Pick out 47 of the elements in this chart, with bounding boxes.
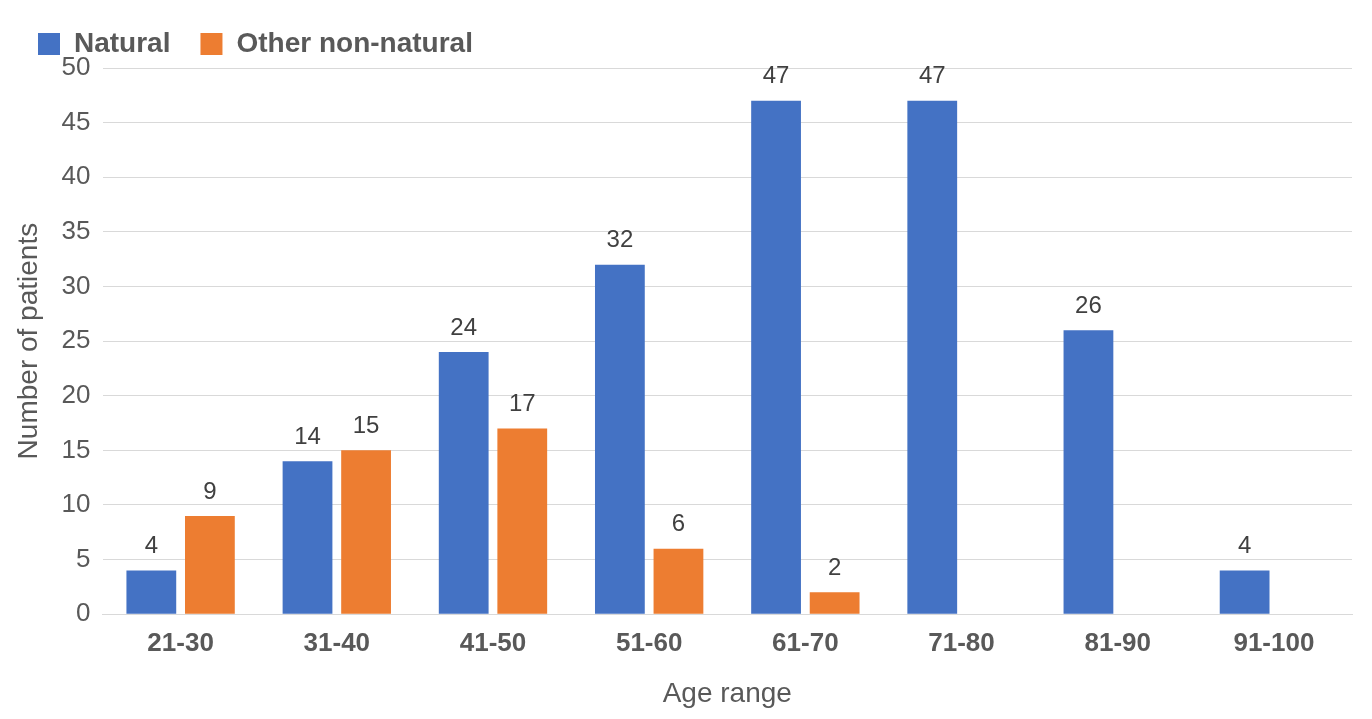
bar [497,428,548,614]
y-tick-label: 40 [61,160,91,191]
x-tick-label: 81-90 [1084,626,1151,657]
bar [341,450,391,614]
data-label: 32 [606,225,634,253]
x-tick-label: 71-80 [928,626,995,657]
data-label: 9 [203,476,217,504]
data-label: 14 [294,421,321,449]
x-tick-label: 21-30 [147,626,214,657]
bar [809,592,860,614]
bar [126,570,177,614]
bar [907,100,958,614]
y-tick-label: 10 [61,488,91,519]
x-tick-label: 31-40 [303,626,371,657]
data-label: 15 [352,410,380,438]
bar [438,352,489,614]
data-label: 47 [762,61,790,89]
data-label: 47 [918,61,946,89]
x-tick-label: 41-50 [459,626,527,657]
x-axis-title: Age range [662,676,792,708]
data-label: 6 [671,509,686,537]
x-tick-label: 61-70 [772,626,839,657]
y-tick-label: 35 [61,215,91,246]
y-tick-label: 25 [61,324,91,355]
y-tick-label: 15 [61,433,91,464]
bar [751,100,801,614]
y-tick-label: 45 [61,105,91,136]
y-tick-label: 20 [61,378,91,409]
data-label: 4 [1237,531,1252,559]
x-tick-label: 51-60 [615,626,683,657]
y-tick-label: 30 [61,269,91,300]
data-label: 4 [144,531,159,559]
data-label: 26 [1075,290,1102,318]
bar [185,515,235,614]
y-tick-label: 5 [76,542,91,573]
data-label: 24 [450,312,478,340]
bar [282,461,333,614]
data-label: 17 [508,389,536,417]
y-axis-title: Number of patients [11,222,43,460]
data-label: 2 [827,552,842,580]
y-tick-label: 0 [76,597,91,628]
bar [594,264,645,614]
legend-label: Other non-natural [236,26,473,58]
bar [653,548,704,614]
bar [1219,570,1270,614]
bar [1063,330,1114,614]
x-tick-label: 91-100 [1233,626,1315,657]
